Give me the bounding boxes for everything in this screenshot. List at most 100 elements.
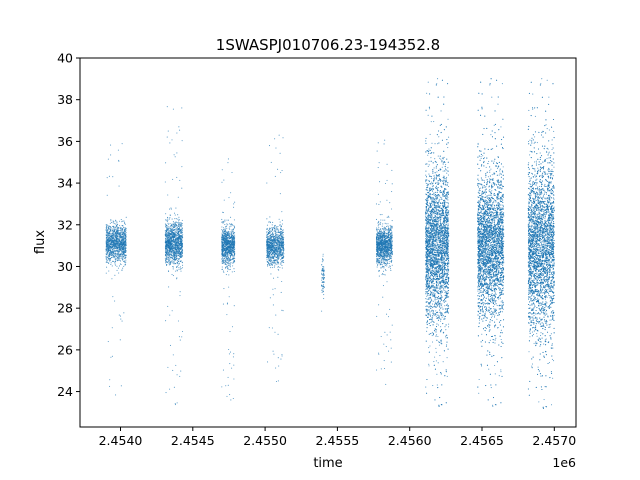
data-point [167, 219, 169, 221]
data-point [278, 249, 280, 251]
data-point [387, 316, 390, 318]
data-point [113, 228, 116, 230]
data-point [169, 263, 171, 265]
data-point [227, 234, 229, 236]
data-point [167, 252, 169, 254]
data-point [281, 253, 283, 255]
data-point [106, 251, 108, 253]
data-point [169, 230, 171, 232]
data-point [121, 241, 123, 243]
data-point [267, 264, 269, 266]
data-point [279, 252, 281, 254]
data-point [176, 269, 178, 271]
data-point [175, 247, 177, 249]
data-point [230, 243, 232, 245]
data-point [112, 226, 114, 228]
data-point [164, 255, 167, 257]
data-point [270, 234, 272, 236]
data-point [112, 253, 114, 255]
data-point [275, 243, 277, 245]
data-point [321, 272, 323, 274]
data-point [175, 221, 177, 223]
data-point [226, 248, 228, 251]
data-point [172, 246, 174, 248]
data-point [174, 238, 176, 240]
data-point [124, 255, 126, 257]
data-point [227, 376, 229, 378]
data-point [277, 228, 279, 230]
data-point [271, 247, 273, 249]
data-point [169, 228, 172, 230]
data-point [223, 236, 226, 239]
data-point [231, 223, 233, 225]
data-point [116, 239, 118, 241]
data-point [114, 238, 116, 240]
data-point [229, 245, 231, 247]
data-point [175, 241, 177, 244]
data-point [275, 228, 277, 230]
data-point [169, 238, 171, 240]
data-point [226, 247, 228, 249]
data-point [172, 227, 174, 229]
data-point [388, 262, 390, 264]
data-point [110, 246, 112, 248]
data-point [177, 214, 179, 216]
data-point [227, 162, 229, 164]
data-point [378, 275, 380, 277]
data-point [110, 254, 112, 256]
data-point [181, 330, 184, 333]
data-point [123, 220, 125, 222]
data-point [268, 259, 270, 261]
data-point [174, 226, 176, 228]
data-point [391, 190, 393, 193]
data-point [113, 252, 115, 254]
data-point [116, 245, 118, 247]
data-point [176, 132, 178, 134]
data-point [224, 245, 226, 247]
data-point [227, 248, 229, 250]
data-point [114, 274, 116, 276]
data-point [168, 250, 170, 252]
data-point [322, 288, 324, 290]
data-point [117, 256, 119, 258]
data-point [177, 220, 180, 222]
data-point [272, 238, 274, 240]
data-point [227, 259, 229, 261]
data-point [125, 216, 127, 218]
data-point [116, 269, 118, 271]
data-point [121, 143, 123, 145]
data-point [224, 266, 227, 268]
data-point [165, 226, 167, 229]
data-point [269, 229, 271, 231]
data-point [170, 227, 172, 229]
data-point [179, 129, 181, 131]
data-point [233, 378, 235, 380]
data-point [268, 253, 270, 255]
data-point [170, 250, 172, 252]
data-point [118, 236, 120, 238]
data-point [225, 234, 228, 236]
data-point [272, 294, 274, 296]
data-point [272, 257, 274, 259]
data-point [272, 228, 274, 230]
data-point [123, 252, 126, 254]
data-point [112, 255, 114, 257]
data-point [115, 260, 117, 262]
data-point [123, 312, 125, 314]
data-point [321, 261, 323, 263]
data-point [233, 270, 235, 273]
data-point [111, 250, 113, 253]
data-point [124, 233, 126, 235]
data-point [221, 254, 224, 256]
data-point [228, 247, 230, 249]
data-point [114, 244, 116, 246]
data-point [118, 247, 120, 249]
data-point [110, 248, 112, 250]
data-point [123, 260, 125, 263]
data-point [281, 309, 283, 311]
data-point [223, 257, 225, 260]
data-point [228, 353, 230, 355]
data-point [109, 226, 112, 228]
data-point [178, 216, 180, 218]
data-point [112, 245, 114, 247]
